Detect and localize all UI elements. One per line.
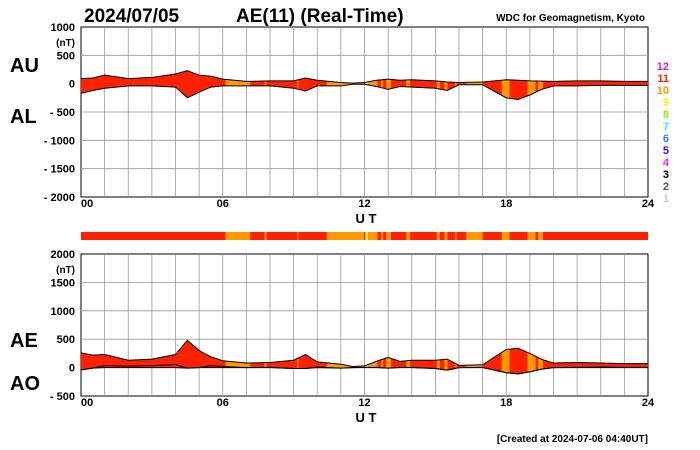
series-line-au bbox=[80, 70, 648, 84]
unit-label-top: (nT) bbox=[56, 38, 75, 49]
ytick-label: 500 bbox=[57, 50, 75, 62]
station-bar-segment bbox=[455, 232, 457, 240]
legend-item-12: 12 bbox=[657, 61, 669, 73]
station-bar-segment bbox=[527, 232, 536, 240]
created-timestamp: [Created at 2024-07-06 04:40UT] bbox=[497, 434, 648, 445]
area-fill-segment bbox=[368, 70, 378, 100]
xtick-label: 24 bbox=[642, 198, 655, 210]
station-bar-segment bbox=[436, 232, 440, 240]
area-fill-segment bbox=[297, 70, 299, 100]
date-title: 2024/07/05 bbox=[84, 6, 180, 27]
area-fill-segment bbox=[527, 340, 536, 374]
legend-item-1: 1 bbox=[663, 193, 669, 205]
station-bar-default bbox=[81, 232, 648, 240]
index-title: AE(11) (Real-Time) bbox=[236, 6, 404, 27]
au-label: AU bbox=[10, 55, 39, 77]
area-fill-segment bbox=[381, 70, 384, 100]
series-line-ao-value bbox=[80, 363, 648, 375]
legend-item-11: 11 bbox=[657, 73, 669, 85]
legend-item-5: 5 bbox=[663, 145, 669, 157]
ytick-label: - 2000 bbox=[44, 192, 75, 204]
station-bar-segment bbox=[381, 232, 384, 240]
legend-item-7: 7 bbox=[663, 121, 669, 133]
xtick-label: 06 bbox=[217, 397, 229, 409]
area-fill-segment bbox=[501, 70, 510, 100]
ytick-label: - 500 bbox=[50, 391, 75, 403]
ytick-label: - 500 bbox=[50, 107, 75, 119]
ao-label: AO bbox=[10, 373, 40, 395]
legend-item-9: 9 bbox=[663, 97, 669, 109]
xtick-label: 00 bbox=[81, 397, 93, 409]
xlabel-top: U T bbox=[356, 211, 377, 226]
station-bar-segment bbox=[326, 232, 365, 240]
legend-item-10: 10 bbox=[657, 85, 669, 97]
station-bar-segment bbox=[501, 232, 510, 240]
station-bar-segment bbox=[386, 232, 391, 240]
area-fill-segment bbox=[455, 70, 457, 100]
legend-item-8: 8 bbox=[663, 109, 669, 121]
station-bar-segment bbox=[264, 232, 267, 240]
al-label: AL bbox=[10, 106, 37, 128]
station-bar-segment bbox=[406, 232, 411, 240]
series-line-ae bbox=[80, 339, 648, 367]
xlabel-bottom: U T bbox=[356, 410, 377, 425]
station-bar-segment bbox=[365, 232, 369, 240]
xtick-label: 24 bbox=[642, 397, 655, 409]
xtick-label: 00 bbox=[81, 198, 93, 210]
legend-item-4: 4 bbox=[663, 157, 670, 169]
ytick-label: 1000 bbox=[51, 306, 75, 318]
ytick-label: 2000 bbox=[51, 249, 75, 261]
au-al-plot: 1000 500 0 - 500 - 1000 - 1500 - 2000 00 06 12 18 2… bbox=[44, 22, 655, 210]
station-bar-segment bbox=[297, 232, 299, 240]
source-label: WDC for Geomagnetism, Kyoto bbox=[496, 13, 645, 24]
xtick-label: 06 bbox=[217, 198, 229, 210]
ytick-label: 1000 bbox=[51, 22, 75, 34]
xtick-label: 12 bbox=[358, 198, 370, 210]
area-fill-segment bbox=[436, 70, 440, 100]
ae-ao-plot: 2000 1500 1000 500 0 - 500 00 06 12 18 24 bbox=[50, 249, 655, 409]
area-fill-segment bbox=[264, 70, 267, 100]
station-bar-segment bbox=[444, 232, 448, 240]
ytick-label: 1500 bbox=[51, 277, 75, 289]
legend-item-6: 6 bbox=[663, 133, 669, 145]
legend-item-2: 2 bbox=[663, 181, 669, 193]
legend-item-3: 3 bbox=[663, 169, 669, 181]
ytick-label: - 1000 bbox=[44, 135, 75, 147]
series-line-al bbox=[80, 83, 648, 101]
area-fill-segment bbox=[444, 70, 448, 100]
station-bar-segment bbox=[466, 232, 483, 240]
ytick-label: 500 bbox=[57, 334, 75, 346]
ytick-label: - 1500 bbox=[44, 164, 75, 176]
area-fill-segment bbox=[538, 70, 543, 100]
xtick-label: 18 bbox=[500, 397, 512, 409]
area-fill-segment bbox=[386, 70, 391, 100]
station-count-bar bbox=[81, 232, 648, 240]
unit-label-bottom: (nT) bbox=[56, 265, 75, 276]
station-bar-segment bbox=[225, 232, 251, 240]
ae-label: AE bbox=[10, 330, 38, 352]
xtick-label: 12 bbox=[358, 397, 370, 409]
ytick-label: 0 bbox=[69, 79, 75, 91]
station-bar-segment bbox=[538, 232, 543, 240]
station-bar-segment bbox=[368, 232, 378, 240]
ytick-label: 0 bbox=[69, 363, 75, 375]
xtick-label: 18 bbox=[500, 198, 512, 210]
area-fill-segment bbox=[406, 70, 411, 100]
area-fill-segment bbox=[527, 70, 536, 100]
area-fill-segment bbox=[501, 340, 510, 374]
